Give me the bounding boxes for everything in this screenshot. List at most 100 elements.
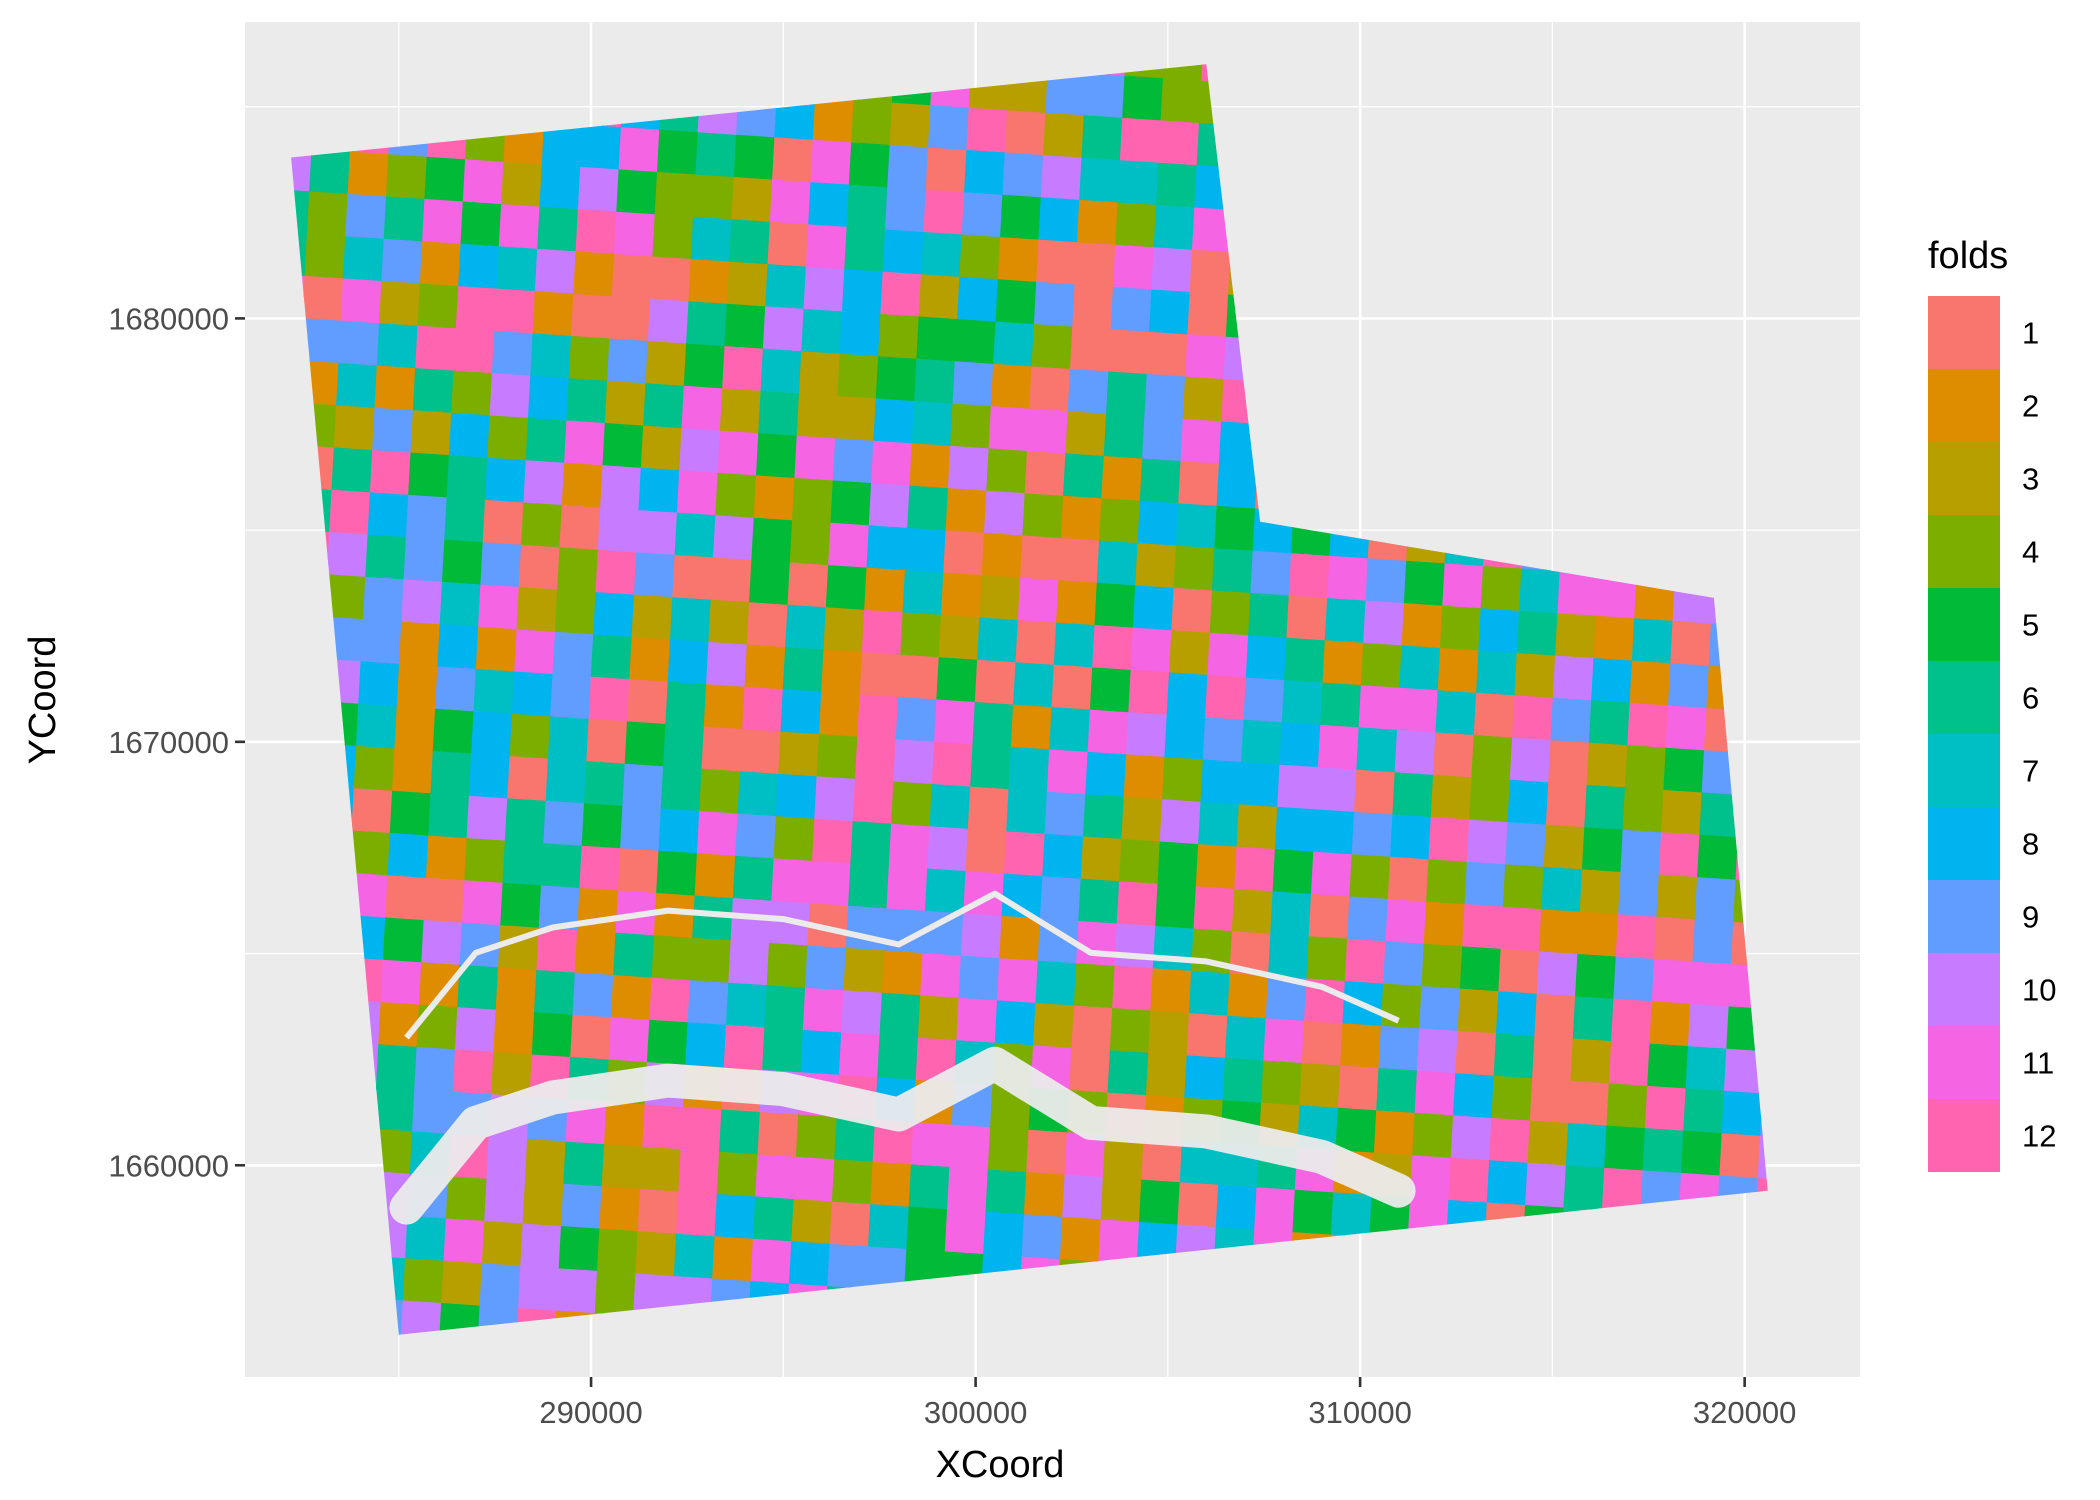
fold-block: [600, 464, 642, 511]
legend-label: 7: [2022, 754, 2039, 789]
fold-block: [857, 693, 899, 740]
fold-block: [1667, 662, 1710, 709]
fold-block: [480, 541, 522, 588]
fold-block: [843, 947, 886, 993]
fold-block: [1701, 1471, 1742, 1500]
fold-block: [665, 1402, 706, 1447]
fold-block: [532, 290, 575, 336]
fold-block: [1308, 893, 1351, 939]
fold-block: [509, 712, 552, 759]
fold-block: [511, 670, 554, 717]
fold-block: [340, 277, 383, 324]
fold-block: [1153, 204, 1196, 250]
fold-block: [1085, 751, 1127, 797]
fold-block: [724, 302, 767, 349]
fold-block: [766, 942, 809, 988]
fold-block: [1241, 718, 1283, 765]
fold-block: [686, 300, 728, 347]
fold-block: [1591, 1379, 1632, 1424]
fold-block: [1010, 703, 1053, 750]
fold-block: [970, 743, 1012, 790]
fold-block: [494, 287, 536, 334]
fold-block: [378, 1001, 420, 1047]
fold-block: [1383, 940, 1425, 987]
fold-block: [603, 1100, 646, 1147]
fold-block: [1286, 594, 1328, 641]
fold-block: [1624, 744, 1667, 791]
fold-block: [441, 538, 484, 585]
fold-block: [601, 1143, 644, 1189]
fold-block: [1116, 880, 1159, 927]
fold-block: [1051, 663, 1094, 710]
fold-block: [520, 1222, 562, 1269]
fold-block: [1062, 1173, 1104, 1220]
fold-block: [891, 780, 933, 827]
fold-block: [1697, 833, 1739, 880]
fold-block: [1270, 890, 1312, 937]
fold-block: [987, 1126, 1030, 1173]
fold-block: [403, 536, 446, 582]
fold-block: [1570, 1037, 1612, 1084]
fold-block: [839, 310, 882, 357]
fold-block: [1162, 64, 1205, 81]
fold-block: [1509, 1458, 1550, 1500]
fold-block: [1004, 109, 1047, 156]
fold-block: [1279, 721, 1322, 768]
fold-block: [1507, 778, 1550, 825]
x-tick-label: 310000: [1308, 1395, 1411, 1430]
fold-block: [1860, 676, 1901, 721]
fold-block: [673, 1232, 716, 1279]
fold-block: [432, 707, 475, 754]
fold-block: [1351, 811, 1394, 857]
fold-block: [1250, 549, 1292, 596]
fold-block: [934, 698, 976, 745]
river-channel: [389, 890, 1416, 1225]
legend-key: [1928, 1099, 2000, 1172]
fold-block: [1238, 761, 1281, 807]
legend-label: 3: [2022, 462, 2039, 497]
fold-block: [1137, 499, 1180, 546]
fold-block: [1466, 818, 1509, 865]
fold-block: [482, 499, 525, 545]
fold-block: [788, 1240, 831, 1287]
fold-block: [1883, 253, 1924, 298]
fold-block: [1128, 1391, 1169, 1436]
fold-block: [1026, 407, 1069, 454]
fold-block: [1162, 1478, 1203, 1500]
fold-block: [1365, 557, 1408, 604]
fold-block: [775, 773, 818, 819]
fold-block: [1065, 410, 1107, 457]
fold-block: [478, 583, 520, 630]
fold-block: [461, 879, 504, 926]
fold-block: [1649, 1000, 1692, 1047]
fold-block: [1462, 903, 1504, 949]
fold-block: [1525, 1161, 1567, 1208]
fold-block: [358, 1382, 399, 1427]
fold-block: [1144, 373, 1186, 419]
fold-block: [1049, 706, 1091, 752]
fold-block: [1245, 634, 1288, 681]
fold-block: [1315, 1488, 1356, 1500]
fold-block: [1396, 686, 1439, 733]
fold-block: [1067, 368, 1110, 414]
fold-block: [405, 494, 448, 540]
fold-block: [385, 153, 428, 200]
legend-label: 4: [2022, 535, 2039, 570]
fold-block: [935, 0, 976, 23]
fold-block: [908, 1163, 951, 1210]
fold-block: [530, 332, 572, 379]
fold-block: [1299, 1062, 1342, 1108]
river-main-channel: [389, 1046, 1416, 1225]
fold-block: [1175, 502, 1218, 549]
fold-block: [1071, 1004, 1114, 1051]
fold-block: [1056, 579, 1098, 626]
fold-block: [877, 1034, 919, 1080]
fold-block: [1083, 72, 1126, 118]
fold-block: [1486, 1159, 1529, 1206]
fold-block: [356, 1424, 397, 1469]
fold-block: [1193, 885, 1236, 932]
fold-block: [667, 638, 710, 685]
fold-block: [1532, 1035, 1574, 1081]
fold-block: [1604, 1124, 1646, 1171]
fold-block: [844, 226, 886, 272]
